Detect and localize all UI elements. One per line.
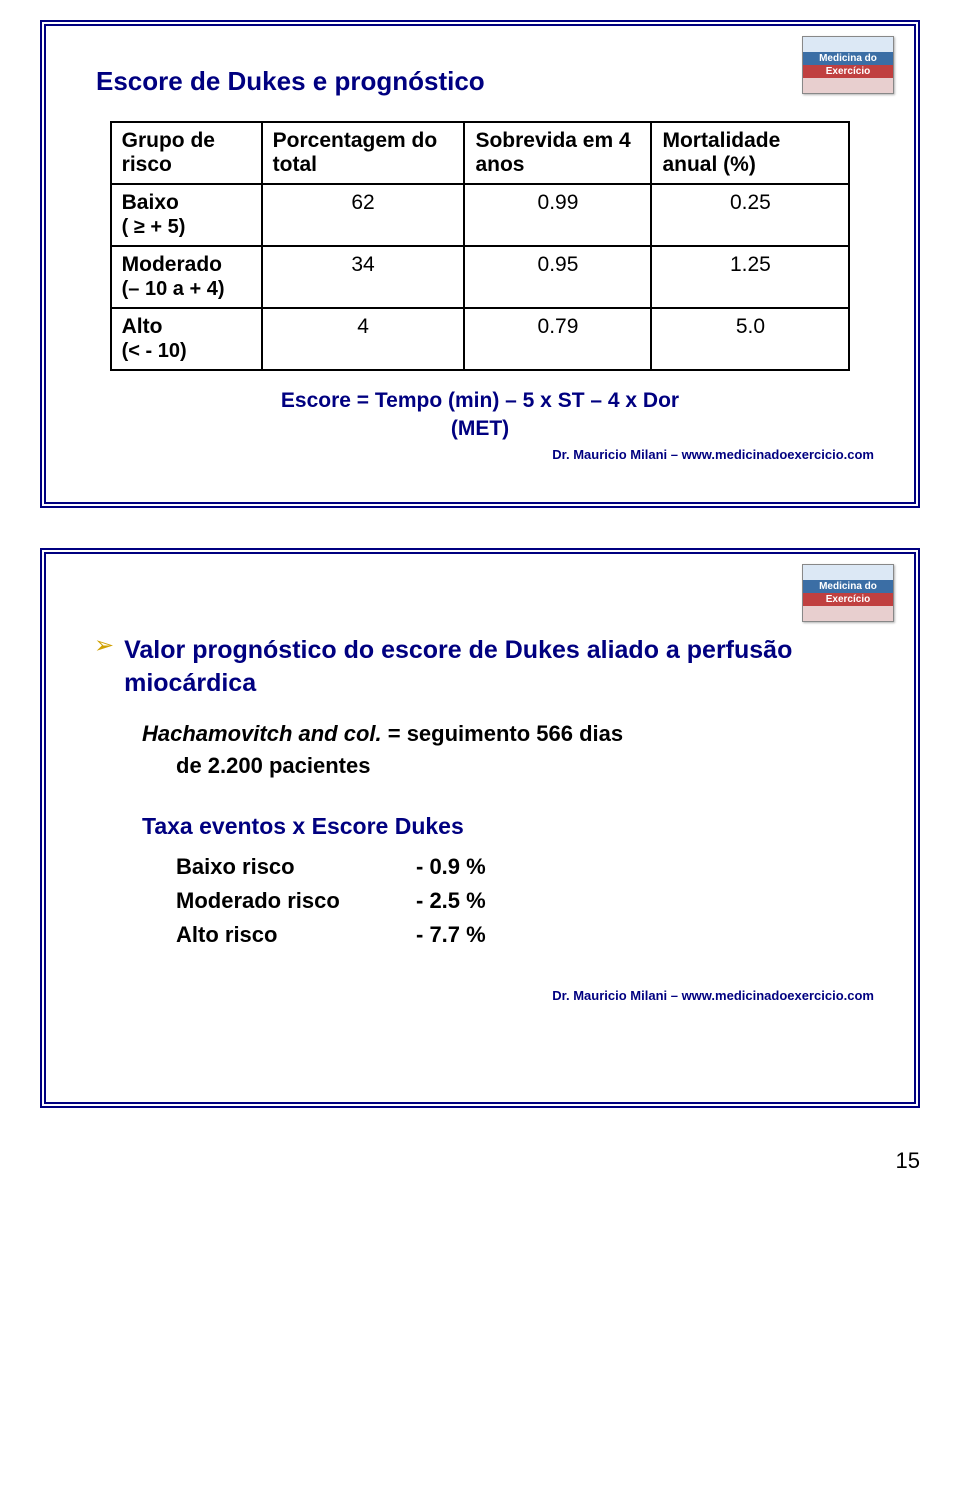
group-range: ( ≥ + 5) — [122, 216, 186, 238]
study-line: Hachamovitch and col. = seguimento 566 d… — [142, 721, 874, 747]
logo-badge: Medicina do Exercício — [802, 564, 894, 622]
study-rest: = seguimento 566 dias — [382, 721, 623, 746]
table-header-row: Grupo de risco Porcentagem do total Sobr… — [111, 122, 850, 184]
group-name: Moderado — [122, 253, 222, 276]
surv-cell: 0.95 — [464, 246, 651, 308]
surv-cell: 0.79 — [464, 308, 651, 370]
pct-cell: 34 — [262, 246, 465, 308]
result-label: Alto risco — [176, 922, 416, 948]
page-number: 15 — [0, 1148, 920, 1174]
slide2-footer: Dr. Mauricio Milani – www.medicinadoexer… — [86, 988, 874, 1003]
result-row: Alto risco - 7.7 % — [176, 922, 874, 948]
formula-line1: Escore = Tempo (min) – 5 x ST – 4 x Dor — [204, 389, 756, 413]
slide-2: Medicina do Exercício ➢ Valor prognóstic… — [40, 548, 920, 1108]
mort-cell: 1.25 — [651, 246, 849, 308]
section-title: Taxa eventos x Escore Dukes — [142, 813, 874, 840]
logo-line2: Exercício — [803, 65, 893, 78]
study-author: Hachamovitch and col. — [142, 721, 382, 746]
formula-line2: (MET) — [204, 417, 756, 441]
group-range: (– 10 a + 4) — [122, 278, 225, 300]
group-cell: Baixo ( ≥ + 5) — [111, 184, 262, 246]
group-name: Baixo — [122, 191, 179, 214]
result-value: - 2.5 % — [416, 888, 486, 914]
dukes-table: Grupo de risco Porcentagem do total Sobr… — [110, 121, 851, 371]
group-range: (< - 10) — [122, 340, 187, 362]
bullet-line: ➢ Valor prognóstico do escore de Dukes a… — [94, 634, 874, 699]
logo-line2: Exercício — [803, 593, 893, 606]
bullet-arrow-icon: ➢ — [94, 634, 114, 658]
result-label: Baixo risco — [176, 854, 416, 880]
study-subline: de 2.200 pacientes — [176, 753, 874, 779]
slide-1: Medicina do Exercício Escore de Dukes e … — [40, 20, 920, 508]
group-cell: Alto (< - 10) — [111, 308, 262, 370]
table-row: Alto (< - 10) 4 0.79 5.0 — [111, 308, 850, 370]
result-label: Moderado risco — [176, 888, 416, 914]
col-header: Porcentagem do total — [262, 122, 465, 184]
group-name: Alto — [122, 315, 163, 338]
col-header: Mortalidade anual (%) — [651, 122, 849, 184]
logo-line1: Medicina do — [803, 52, 893, 65]
result-value: - 0.9 % — [416, 854, 486, 880]
result-value: - 7.7 % — [416, 922, 486, 948]
mort-cell: 0.25 — [651, 184, 849, 246]
group-cell: Moderado (– 10 a + 4) — [111, 246, 262, 308]
result-row: Baixo risco - 0.9 % — [176, 854, 874, 880]
result-row: Moderado risco - 2.5 % — [176, 888, 874, 914]
slide1-footer: Dr. Mauricio Milani – www.medicinadoexer… — [86, 447, 874, 462]
surv-cell: 0.99 — [464, 184, 651, 246]
mort-cell: 5.0 — [651, 308, 849, 370]
slide1-title: Escore de Dukes e prognóstico — [96, 66, 874, 97]
pct-cell: 62 — [262, 184, 465, 246]
col-header: Grupo de risco — [111, 122, 262, 184]
bullet-text: Valor prognóstico do escore de Dukes ali… — [124, 634, 874, 699]
table-row: Moderado (– 10 a + 4) 34 0.95 1.25 — [111, 246, 850, 308]
pct-cell: 4 — [262, 308, 465, 370]
logo-badge: Medicina do Exercício — [802, 36, 894, 94]
col-header: Sobrevida em 4 anos — [464, 122, 651, 184]
logo-line1: Medicina do — [803, 580, 893, 593]
table-row: Baixo ( ≥ + 5) 62 0.99 0.25 — [111, 184, 850, 246]
